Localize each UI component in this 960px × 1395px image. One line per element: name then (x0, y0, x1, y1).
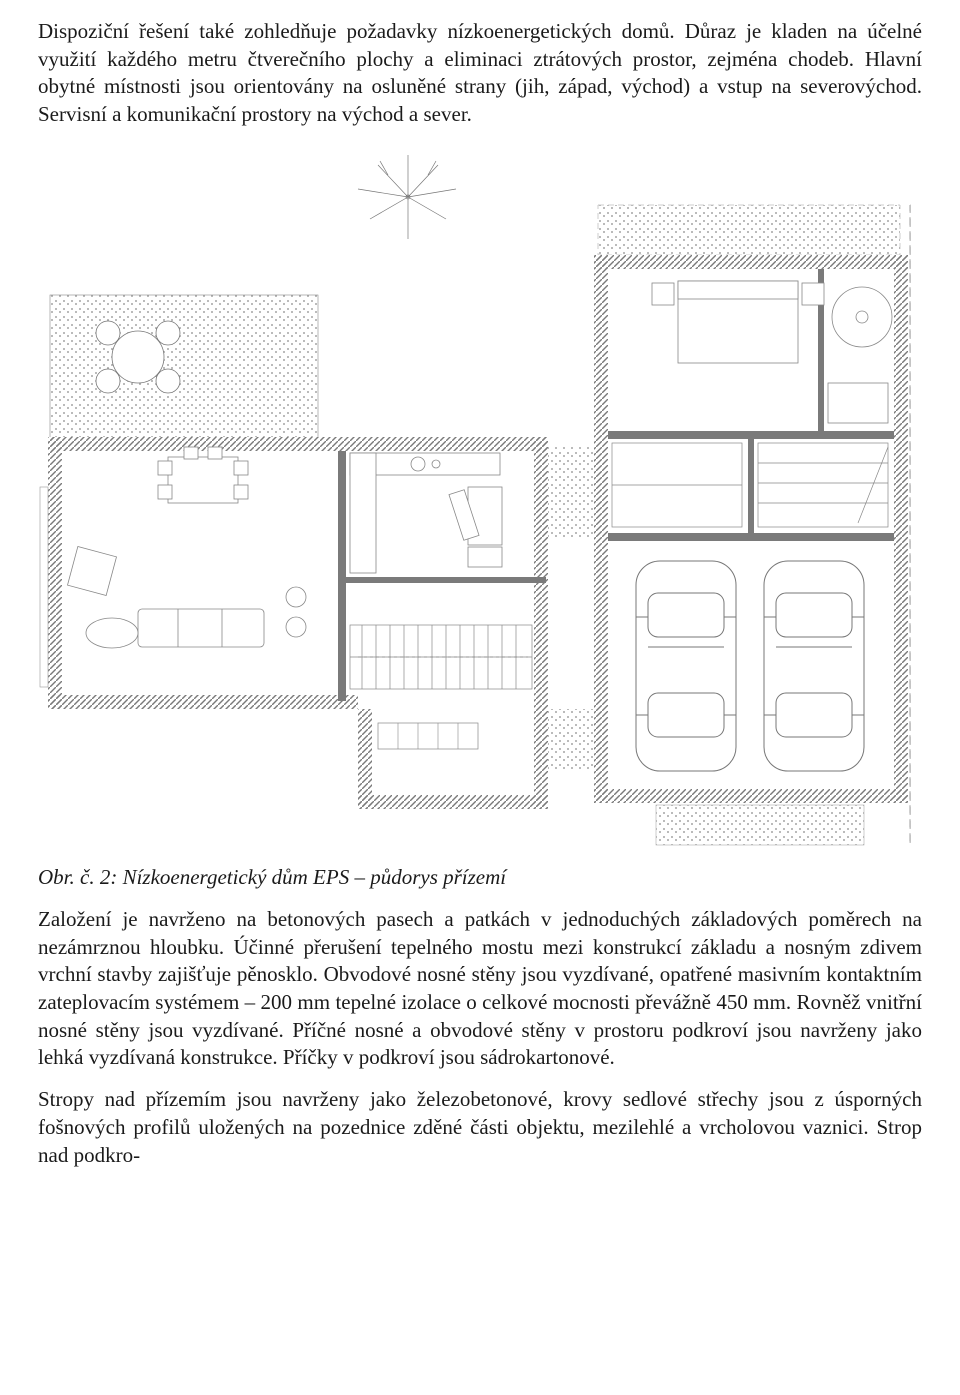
porch-top (598, 205, 900, 255)
figure-floorplan (38, 147, 922, 847)
entry-lobby (358, 709, 548, 809)
paragraph-1: Dispoziční řešení také zohledňuje požada… (38, 18, 922, 129)
figure-caption: Obr. č. 2: Nízkoenergetický dům EPS – pů… (38, 865, 922, 890)
bedroom (652, 281, 824, 363)
car-1 (636, 561, 736, 771)
paragraph-3: Stropy nad přízemím jsou navrženy jako ž… (38, 1086, 922, 1169)
paragraph-2: Založení je navrženo na betonových pasec… (38, 906, 922, 1072)
tree-icon (358, 155, 456, 239)
left-column (40, 487, 48, 687)
porch-bottom (656, 805, 864, 845)
page: Dispoziční řešení také zohledňuje požada… (0, 0, 960, 1203)
terrace-area (50, 295, 318, 440)
connector-hatch-2 (548, 709, 594, 769)
floorplan-svg (38, 147, 922, 847)
stairs (350, 625, 532, 689)
connector-hatch (548, 447, 594, 537)
car-2 (764, 561, 864, 771)
